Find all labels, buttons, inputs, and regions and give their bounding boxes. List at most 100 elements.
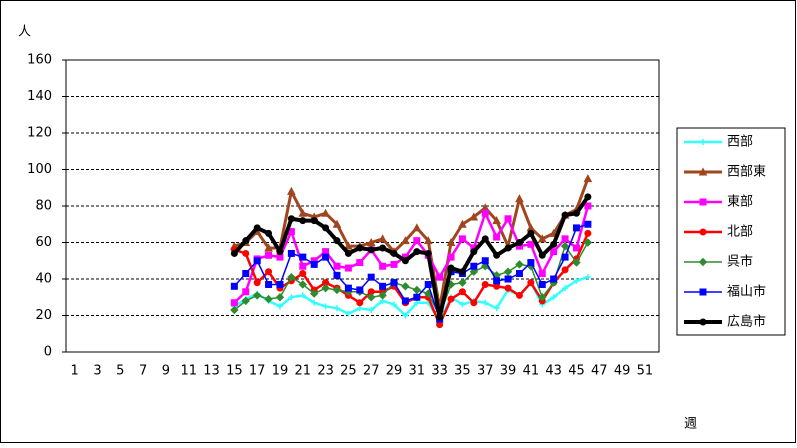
marker (356, 244, 364, 252)
marker (333, 262, 341, 270)
marker (446, 237, 456, 246)
marker (252, 291, 262, 300)
marker (699, 318, 707, 326)
x-tick-label: 19 (272, 364, 289, 379)
marker (550, 240, 558, 248)
marker (321, 208, 330, 217)
x-tick-label: 27 (363, 364, 380, 379)
marker (322, 224, 330, 232)
marker (447, 295, 455, 303)
marker (299, 217, 307, 225)
marker (699, 198, 707, 206)
marker (583, 238, 593, 247)
x-tick-label: 45 (568, 364, 585, 379)
marker (493, 277, 501, 285)
marker (345, 310, 352, 317)
marker (368, 307, 375, 314)
marker (469, 212, 479, 221)
marker (367, 273, 375, 281)
marker (515, 260, 524, 269)
marker (344, 249, 352, 257)
y-tick-label: 80 (35, 199, 52, 214)
x-tick-label: 29 (386, 364, 403, 379)
marker (561, 235, 569, 243)
marker (287, 215, 295, 223)
marker (572, 224, 580, 232)
marker (390, 249, 398, 257)
marker (265, 268, 273, 276)
marker (447, 264, 455, 272)
x-tick-label: 33 (431, 364, 448, 379)
x-tick-label: 41 (523, 364, 540, 379)
marker (527, 240, 535, 248)
marker (550, 294, 557, 301)
marker (458, 219, 467, 228)
marker (538, 293, 547, 302)
marker (344, 264, 352, 272)
marker (310, 260, 318, 268)
marker (275, 293, 285, 302)
marker (390, 260, 398, 268)
marker (253, 279, 261, 287)
legend-label: 広島市 (727, 314, 766, 330)
legend-label: 呉市 (727, 254, 753, 270)
marker (412, 223, 422, 232)
x-tick-label: 7 (139, 364, 147, 379)
marker (470, 299, 478, 307)
marker (481, 257, 489, 265)
marker (309, 289, 319, 298)
legend-label: 西部東 (727, 164, 766, 180)
marker (481, 280, 489, 288)
x-tick-label: 21 (295, 364, 312, 379)
marker (550, 248, 558, 256)
marker (423, 236, 433, 245)
marker (458, 235, 466, 243)
marker (390, 279, 398, 287)
marker (470, 262, 478, 270)
marker (504, 284, 512, 292)
marker (299, 292, 306, 299)
y-tick-label: 140 (27, 89, 52, 104)
marker (298, 208, 308, 217)
marker (379, 262, 387, 270)
marker (700, 139, 706, 145)
marker (413, 237, 421, 245)
x-tick-label: 9 (162, 364, 170, 379)
legend-label: 西部 (727, 135, 753, 150)
marker (698, 167, 708, 176)
marker (436, 273, 444, 281)
marker (276, 248, 284, 256)
marker (424, 249, 432, 257)
marker (550, 275, 558, 283)
y-tick-label: 60 (35, 235, 52, 250)
marker (515, 194, 524, 203)
marker (401, 297, 409, 305)
marker (504, 275, 512, 283)
marker (584, 202, 592, 210)
marker (538, 280, 546, 288)
marker (264, 243, 273, 252)
marker (562, 285, 569, 292)
marker (537, 234, 547, 243)
marker (401, 282, 410, 291)
marker (242, 288, 250, 296)
marker (333, 237, 341, 245)
marker (401, 236, 410, 245)
x-tick-label: 5 (116, 364, 124, 379)
marker (356, 286, 364, 294)
series (230, 193, 592, 321)
marker (322, 303, 329, 310)
marker (402, 312, 409, 319)
marker (584, 193, 592, 201)
marker (242, 237, 250, 245)
marker (344, 241, 353, 250)
marker (413, 293, 421, 301)
marker (503, 267, 513, 276)
marker (356, 259, 364, 267)
marker (288, 294, 295, 301)
marker (344, 284, 352, 292)
x-tick-label: 31 (409, 364, 426, 379)
x-tick-label: 35 (454, 364, 471, 379)
marker (515, 239, 523, 246)
x-tick-label: 49 (614, 364, 631, 379)
